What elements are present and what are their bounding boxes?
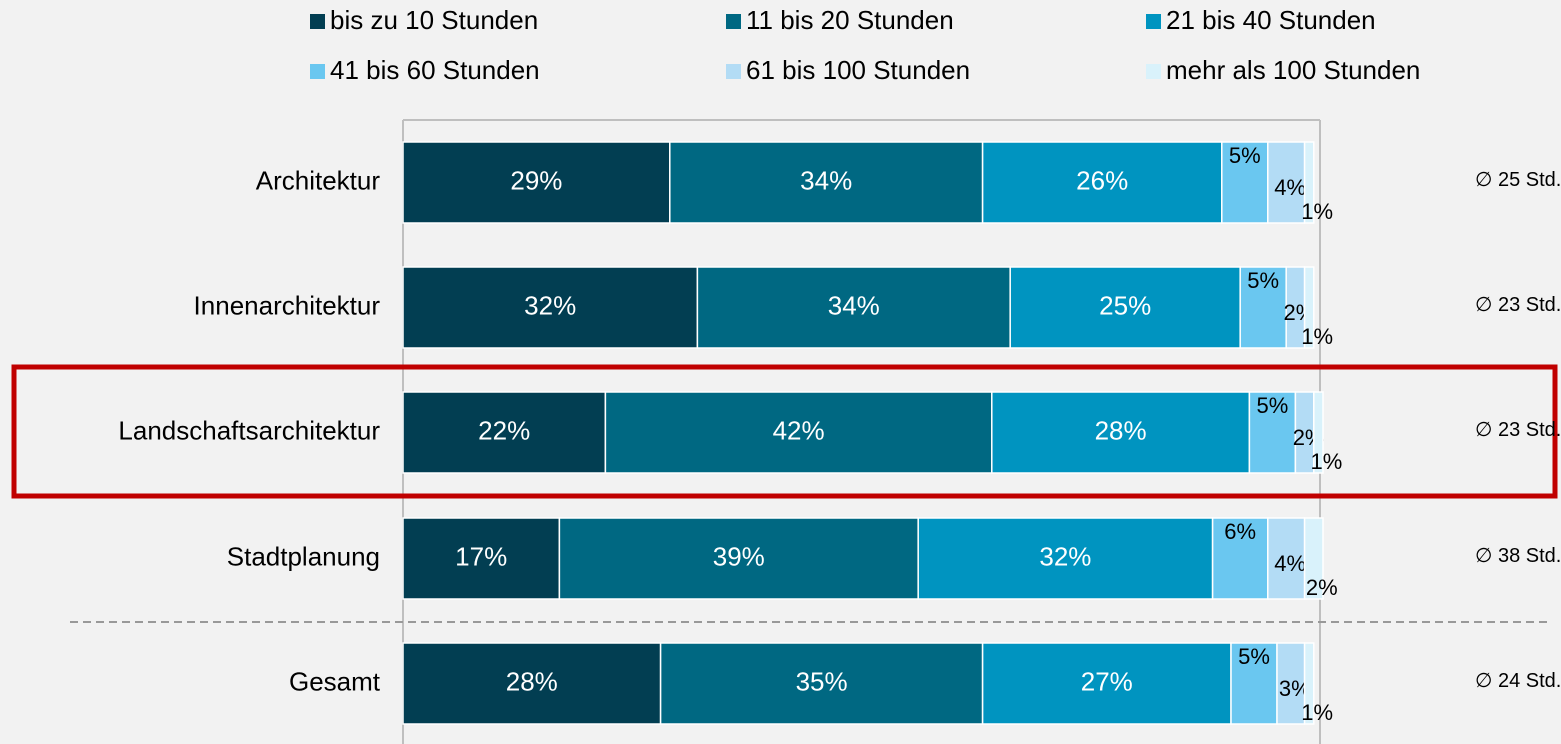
- legend-label: 11 bis 20 Stunden: [746, 5, 954, 35]
- value-label: 5%: [1257, 393, 1289, 418]
- bar-segment: [402, 642, 662, 725]
- legend-label: 61 bis 100 Stunden: [746, 55, 970, 85]
- bar-segment: [981, 141, 1223, 224]
- bar-segment: [1211, 517, 1269, 600]
- bar-segment: [1248, 391, 1297, 474]
- legend-swatch: [310, 64, 325, 79]
- category-label: Architektur: [256, 165, 381, 195]
- bar-segment: [696, 266, 1011, 349]
- value-label: 25%: [1099, 290, 1151, 320]
- annotation: ∅ 38 Std.: [1475, 545, 1561, 567]
- category-label: Gesamt: [289, 666, 381, 696]
- bar-segment: [1303, 266, 1315, 349]
- bar-segment: [1009, 266, 1241, 349]
- value-label: 5%: [1238, 644, 1270, 669]
- value-label: 28%: [506, 666, 558, 696]
- legend-swatch: [1146, 14, 1161, 29]
- bar-segment: [604, 391, 993, 474]
- category-label: Stadtplanung: [227, 541, 380, 571]
- value-label: 1%: [1301, 324, 1333, 349]
- legend-swatch: [1146, 64, 1161, 79]
- bar-segment: [1221, 141, 1269, 224]
- value-label: 32%: [524, 290, 576, 320]
- bar-segment: [981, 642, 1232, 725]
- bar-segment: [1239, 266, 1287, 349]
- bar-segment: [1313, 391, 1324, 474]
- value-label: 34%: [828, 290, 880, 320]
- value-label: 27%: [1081, 666, 1133, 696]
- value-label: 17%: [455, 541, 507, 571]
- legend-swatch: [310, 14, 325, 29]
- legend-swatch: [726, 14, 741, 29]
- bar-segment: [1303, 642, 1315, 725]
- value-label: 42%: [773, 415, 825, 445]
- value-label: 29%: [510, 165, 562, 195]
- bar-segment: [1267, 517, 1306, 600]
- annotation: ∅ 25 Std.: [1475, 169, 1561, 191]
- bar-segment: [1303, 517, 1324, 600]
- value-label: 1%: [1301, 700, 1333, 725]
- value-label: 22%: [478, 415, 530, 445]
- value-label: 1%: [1301, 199, 1333, 224]
- value-label: 34%: [800, 165, 852, 195]
- legend-swatch: [726, 64, 741, 79]
- value-label: 1%: [1311, 449, 1343, 474]
- bar-segment: [1267, 141, 1306, 224]
- annotation: ∅ 23 Std.: [1475, 294, 1561, 316]
- value-label: 4%: [1274, 175, 1306, 200]
- value-label: 32%: [1039, 541, 1091, 571]
- bar-segment: [917, 517, 1214, 600]
- bar-segment: [669, 141, 984, 224]
- annotation: ∅ 23 Std.: [1475, 419, 1561, 441]
- value-label: 6%: [1224, 519, 1256, 544]
- value-label: 39%: [713, 541, 765, 571]
- value-label: 4%: [1274, 551, 1306, 576]
- value-label: 5%: [1247, 268, 1279, 293]
- bar-segment: [402, 517, 561, 600]
- bar-segment: [1230, 642, 1278, 725]
- bar-segment: [402, 266, 699, 349]
- legend-label: bis zu 10 Stunden: [330, 5, 538, 35]
- value-label: 35%: [796, 666, 848, 696]
- category-label: Innenarchitektur: [194, 290, 381, 320]
- value-label: 2%: [1306, 575, 1338, 600]
- value-label: 5%: [1229, 143, 1261, 168]
- value-label: 26%: [1076, 165, 1128, 195]
- category-label: Landschaftsarchitektur: [118, 415, 380, 445]
- bar-segment: [558, 517, 919, 600]
- bar-segment: [659, 642, 984, 725]
- legend-label: 41 bis 60 Stunden: [330, 55, 540, 85]
- legend-label: mehr als 100 Stunden: [1166, 55, 1420, 85]
- value-label: 28%: [1095, 415, 1147, 445]
- highlight: [11, 364, 1558, 499]
- bar-segment: [991, 391, 1251, 474]
- annotation: ∅ 24 Std.: [1475, 670, 1561, 692]
- bar-segment: [402, 141, 671, 224]
- legend-label: 21 bis 40 Stunden: [1166, 5, 1376, 35]
- bar-segment: [1303, 141, 1315, 224]
